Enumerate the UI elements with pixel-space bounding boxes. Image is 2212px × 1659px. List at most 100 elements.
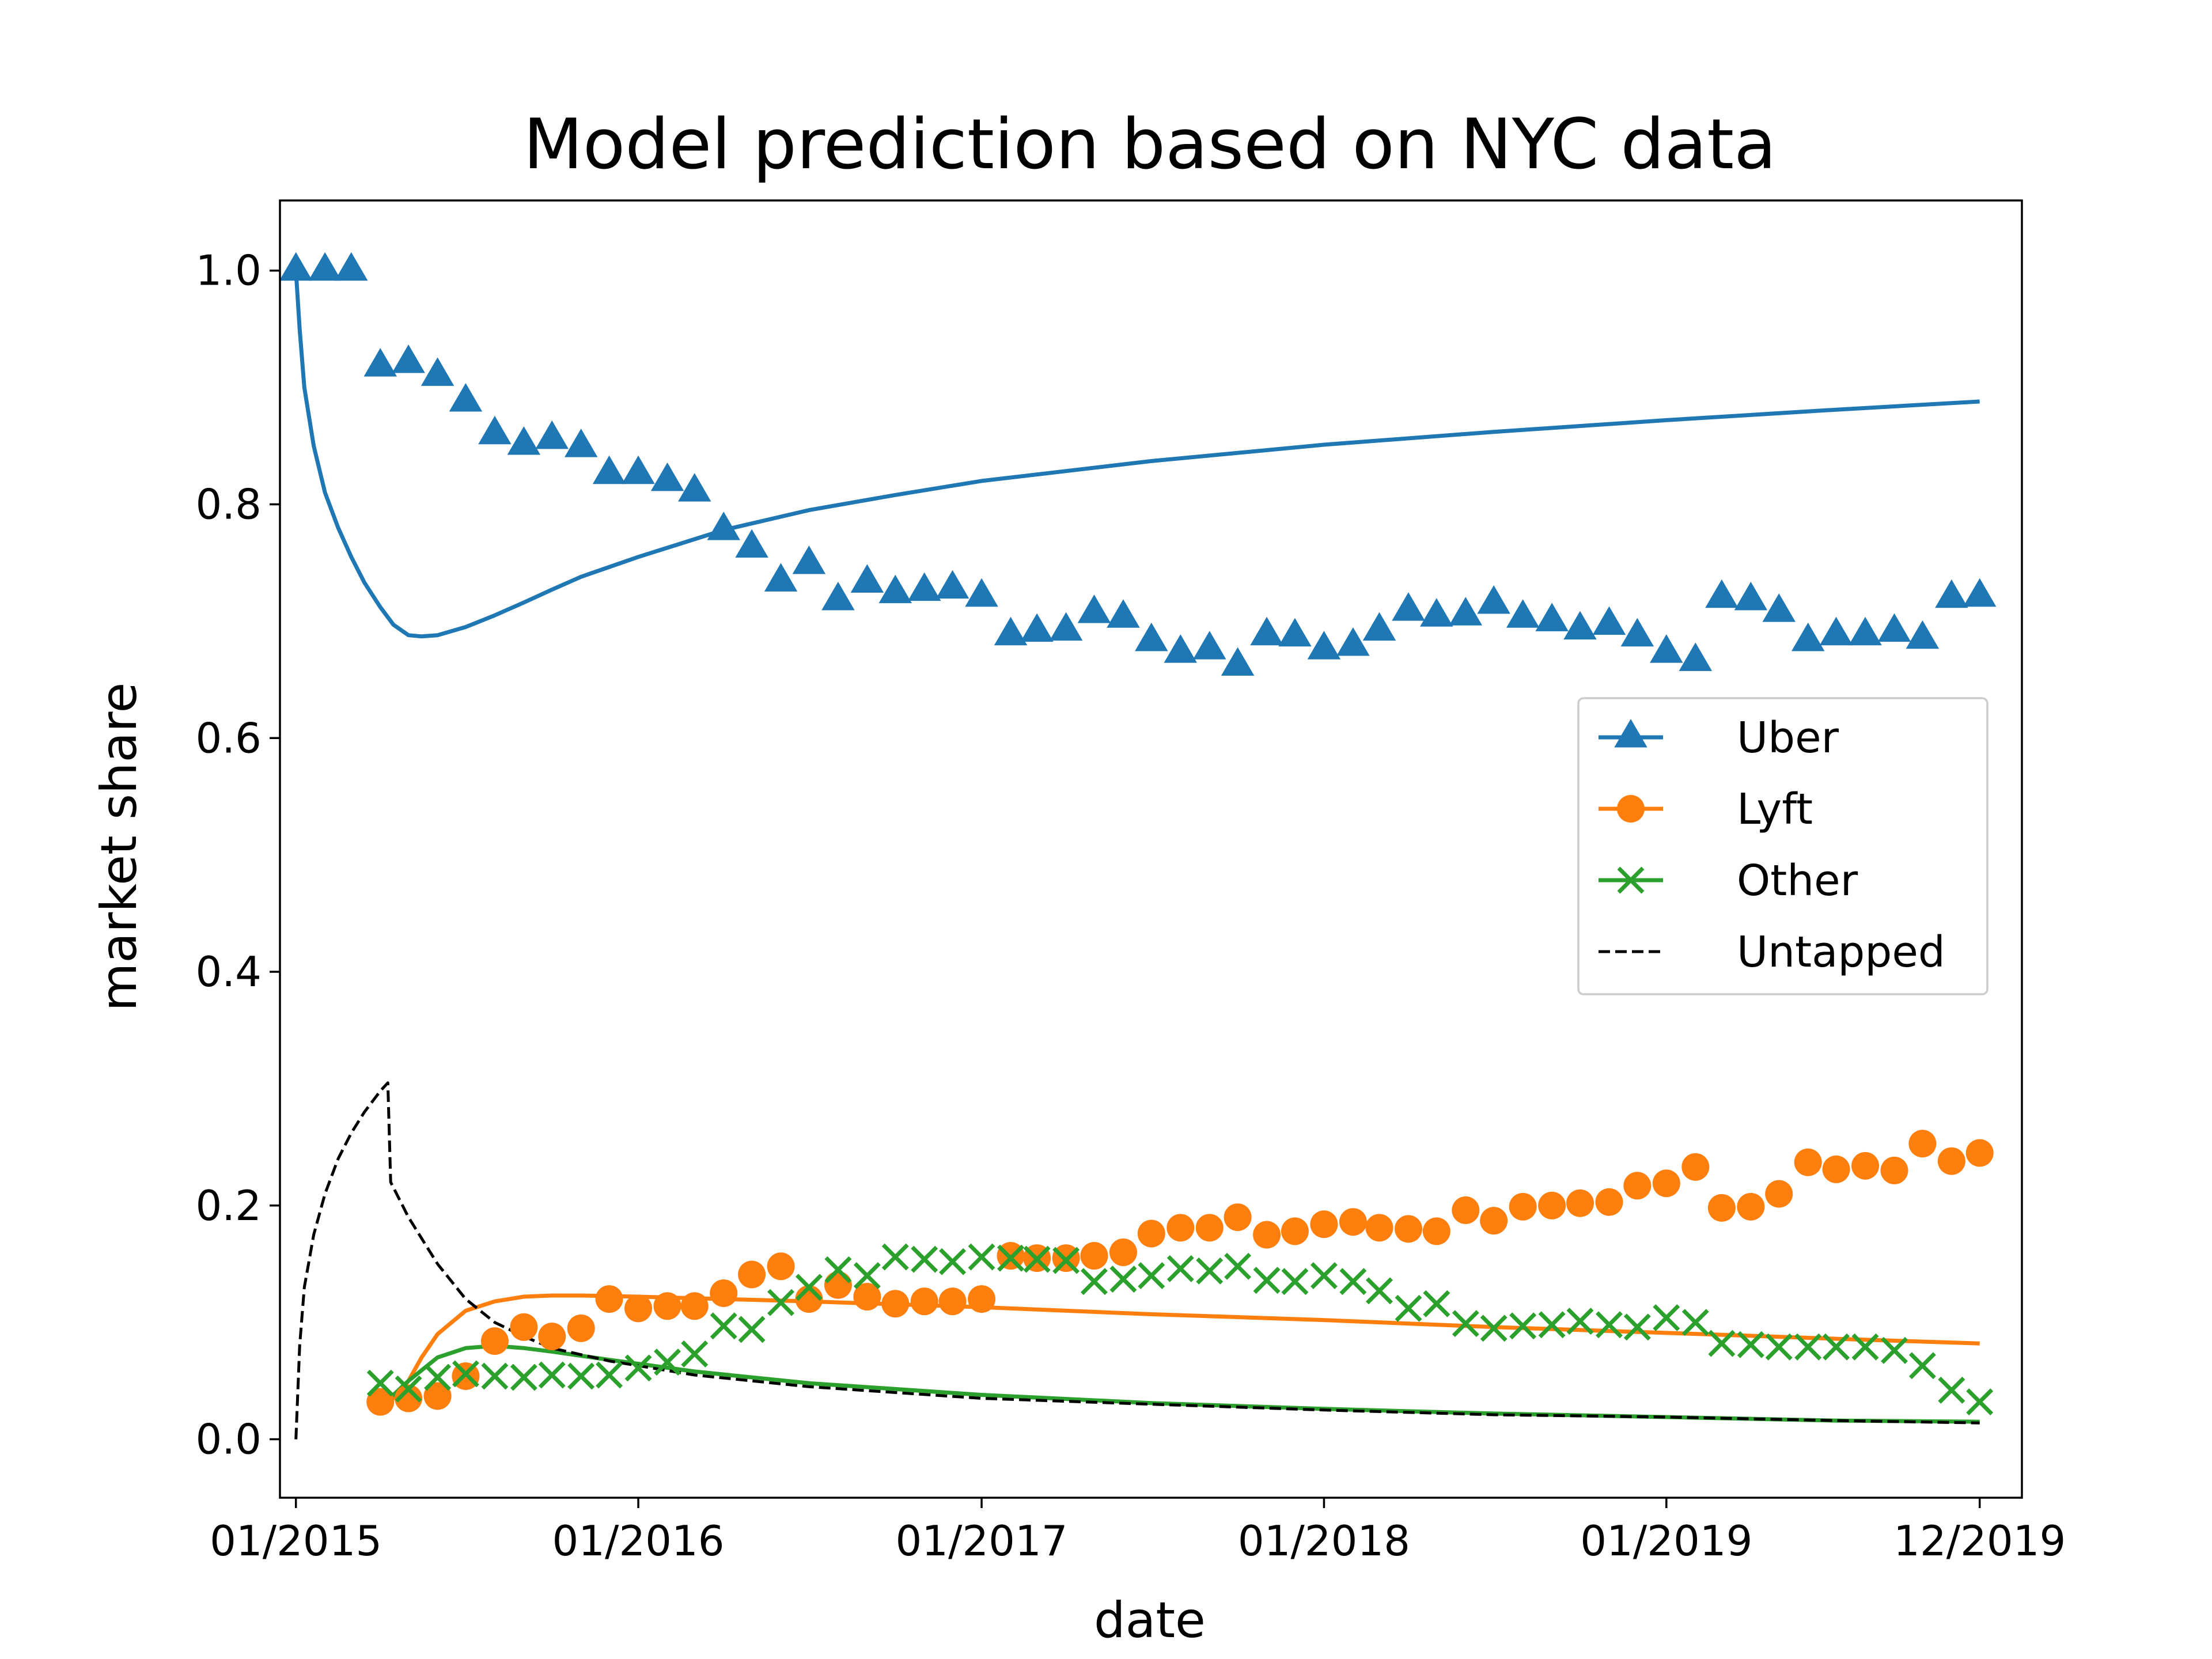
data-point-uber [1506,599,1540,628]
data-point-other [1794,1333,1822,1361]
data-point-uber [449,382,483,412]
legend-marker-other [1617,866,1645,894]
model-line-uber [294,270,1980,639]
data-point-other [1480,1315,1508,1342]
data-point-uber [678,473,711,502]
legend-label-untapped: Untapped [1737,927,1945,977]
data-point-uber [1935,579,1968,608]
data-point-uber [363,348,397,377]
data-point-uber [1420,598,1453,627]
data-point-lyft [1137,1219,1165,1248]
data-point-uber [1963,578,1997,607]
data-point-uber [280,252,313,281]
data-point-other [1395,1294,1422,1322]
data-point-other [366,1369,394,1397]
data-point-uber [735,529,768,558]
data-point-lyft [853,1283,881,1311]
data-point-other [997,1244,1025,1272]
data-point-lyft [1681,1153,1710,1181]
data-point-lyft [824,1271,852,1299]
data-point-lyft [1652,1169,1680,1198]
data-point-other [1823,1333,1850,1361]
data-point-uber [650,462,684,491]
data-point-other [1566,1308,1594,1335]
data-point-other [1138,1262,1165,1289]
data-point-lyft [1166,1214,1195,1242]
data-point-other [853,1262,881,1289]
x-tick-label: 01/2017 [896,1517,1068,1565]
data-point-uber [1849,616,1882,646]
data-point-lyft [881,1290,910,1318]
data-point-other [395,1375,422,1403]
data-point-lyft [710,1279,738,1307]
data-point-uber [1278,618,1312,647]
data-point-other [1423,1290,1450,1317]
legend-label-other: Other [1737,856,1858,906]
data-point-lyft [1253,1221,1281,1249]
data-point-other [1196,1257,1224,1285]
x-tick-label: 01/2015 [210,1517,382,1565]
data-point-uber [308,252,342,281]
data-point-lyft [1794,1148,1822,1176]
data-point-other [1653,1304,1680,1332]
data-point-lyft [1965,1139,1994,1167]
data-point-uber [821,581,855,611]
data-point-lyft [1310,1210,1338,1238]
x-tick-label: 01/2018 [1238,1517,1410,1565]
data-point-uber [1362,612,1396,641]
plot-series [280,252,1997,1440]
y-tick-label: 0.0 [195,1415,262,1464]
data-point-lyft [653,1292,681,1320]
data-point-lyft [1851,1152,1880,1180]
data-point-other [939,1248,967,1275]
legend-marker-lyft [1617,795,1645,823]
data-point-other [881,1243,909,1271]
data-point-lyft [1623,1172,1652,1200]
legend-label-uber: Uber [1737,713,1839,763]
data-point-uber [1307,631,1341,660]
data-point-uber [1135,622,1168,652]
plot-frame [279,199,2023,1499]
data-point-uber [478,415,512,445]
data-point-lyft [1195,1214,1224,1242]
data-point-uber [907,572,941,601]
data-point-uber [1705,579,1738,608]
y-tick-label: 0.4 [195,948,262,996]
data-point-lyft [968,1285,996,1313]
data-point-lyft [767,1252,795,1281]
data-point-uber [1734,581,1768,611]
data-point-other [1310,1262,1338,1289]
data-point-other [1509,1312,1537,1340]
data-point-lyft [480,1327,509,1355]
legend: Uber Lyft Other Untapped [1577,697,1988,995]
data-point-uber [535,420,569,449]
data-point-lyft [1365,1214,1393,1242]
data-point-other [1224,1252,1252,1280]
data-point-uber [564,429,598,457]
data-point-lyft [510,1313,538,1341]
data-point-uber [1077,594,1111,623]
data-point-other [1737,1331,1764,1358]
y-axis-label: market share [90,683,148,1012]
data-point-lyft [1395,1215,1423,1243]
y-tick-label: 1.0 [195,247,262,295]
data-point-other [510,1363,537,1391]
data-point-lyft [1707,1194,1736,1222]
data-point-other [624,1354,652,1382]
data-point-uber [1906,620,1940,649]
data-point-lyft [1509,1192,1537,1221]
data-point-other [1908,1352,1936,1380]
data-point-lyft [595,1285,623,1313]
y-tick-label: 0.6 [195,714,262,762]
data-point-lyft [738,1260,766,1289]
data-point-other [1166,1255,1194,1282]
data-point-lyft [938,1287,967,1316]
data-point-other [538,1361,566,1389]
data-point-other [1765,1333,1793,1361]
data-point-uber [1221,647,1255,676]
data-point-uber [764,563,798,592]
data-point-uber [1535,603,1569,631]
data-point-uber [1650,634,1683,663]
data-point-lyft [1339,1208,1367,1236]
data-point-lyft [624,1294,653,1323]
